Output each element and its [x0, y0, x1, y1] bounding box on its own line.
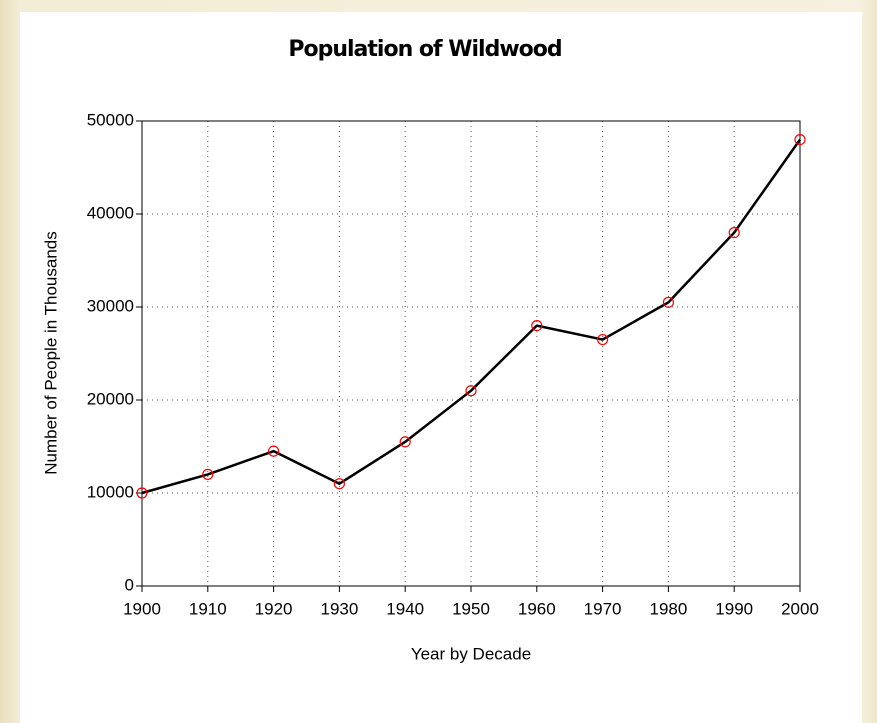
line [141, 138, 802, 495]
y-tick-label: 30000 [87, 296, 134, 315]
y-tick-label: 50000 [87, 110, 134, 129]
marker [794, 134, 806, 146]
y-axis-label: Number of People in Thousands [41, 231, 60, 475]
marker [662, 296, 675, 308]
marker [531, 320, 543, 332]
plot-frame [141, 120, 801, 587]
chart-title: Population of Wildwood [288, 37, 561, 62]
marker [268, 445, 280, 457]
y-tick-label: 10000 [87, 482, 134, 501]
x-tick-label: 1940 [386, 599, 424, 618]
y-tick-label: 0 [125, 575, 134, 594]
marker [202, 468, 214, 480]
y-tick-label: 20000 [87, 389, 134, 408]
marker [333, 478, 345, 490]
marker [399, 436, 411, 448]
marker [596, 333, 609, 346]
x-axis-label: Year by Decade [411, 644, 531, 663]
x-tick-label: 1980 [649, 599, 687, 618]
x-tick-label: 1930 [320, 599, 358, 618]
x-tick-label: 1990 [715, 599, 753, 618]
marker [136, 487, 148, 499]
x-tick-label: 1910 [189, 599, 227, 618]
x-tick-label: 1960 [518, 599, 556, 618]
y-tick-label: 40000 [87, 203, 134, 222]
x-tick-label: 1900 [123, 599, 161, 618]
marker [728, 227, 740, 239]
marker [465, 385, 477, 397]
x-tick-label: 1970 [584, 599, 622, 618]
x-tick-label: 2000 [781, 599, 819, 618]
x-tick-label: 1920 [255, 599, 293, 618]
panel [20, 12, 862, 723]
x-tick-label: 1950 [452, 599, 490, 618]
